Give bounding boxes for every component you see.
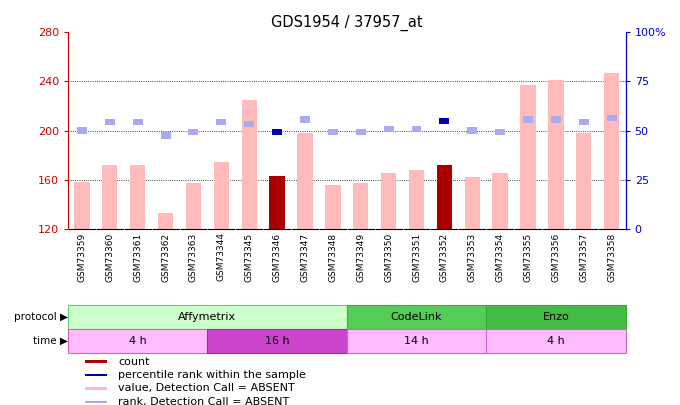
Text: GSM73350: GSM73350 xyxy=(384,232,393,282)
Text: percentile rank within the sample: percentile rank within the sample xyxy=(118,370,306,380)
Bar xyxy=(214,162,229,229)
Text: GSM73347: GSM73347 xyxy=(301,232,309,281)
Bar xyxy=(486,329,626,353)
Text: GSM73356: GSM73356 xyxy=(551,232,560,282)
Bar xyxy=(300,116,310,123)
Text: GSM73348: GSM73348 xyxy=(328,232,337,281)
Bar xyxy=(411,126,422,132)
Bar xyxy=(576,133,592,229)
Text: Affymetrix: Affymetrix xyxy=(178,312,237,322)
Bar xyxy=(105,119,115,125)
Bar xyxy=(216,119,226,125)
Text: count: count xyxy=(118,357,150,367)
Bar xyxy=(356,129,366,135)
Bar xyxy=(464,177,480,229)
Bar xyxy=(133,119,143,125)
Bar xyxy=(520,85,536,229)
Text: GSM73360: GSM73360 xyxy=(105,232,114,282)
Text: Enzo: Enzo xyxy=(543,312,569,322)
Bar xyxy=(384,126,394,132)
Bar xyxy=(381,173,396,229)
Bar xyxy=(85,387,107,390)
Text: GSM73361: GSM73361 xyxy=(133,232,142,282)
Text: 14 h: 14 h xyxy=(404,336,429,346)
Bar xyxy=(269,176,285,229)
Text: 4 h: 4 h xyxy=(129,336,147,346)
Text: GSM73357: GSM73357 xyxy=(579,232,588,282)
Bar xyxy=(77,128,87,134)
Bar xyxy=(492,173,508,229)
Bar xyxy=(160,132,171,139)
Bar xyxy=(551,116,561,123)
Text: GSM73354: GSM73354 xyxy=(496,232,505,281)
Bar xyxy=(523,116,533,123)
Bar xyxy=(467,128,477,134)
Bar xyxy=(85,360,107,363)
Bar xyxy=(102,165,118,229)
Bar xyxy=(325,185,341,229)
Bar xyxy=(68,329,207,353)
Bar xyxy=(347,329,486,353)
Text: GSM73358: GSM73358 xyxy=(607,232,616,282)
Text: CodeLink: CodeLink xyxy=(391,312,442,322)
Text: 16 h: 16 h xyxy=(265,336,290,346)
Text: protocol ▶: protocol ▶ xyxy=(14,312,68,322)
Bar xyxy=(244,122,254,128)
Bar xyxy=(439,118,449,124)
Text: 4 h: 4 h xyxy=(547,336,565,346)
Text: GSM73363: GSM73363 xyxy=(189,232,198,282)
Bar xyxy=(186,183,201,229)
Title: GDS1954 / 37957_at: GDS1954 / 37957_at xyxy=(271,15,422,31)
Bar xyxy=(188,129,199,135)
Text: GSM73362: GSM73362 xyxy=(161,232,170,281)
Bar xyxy=(207,329,347,353)
Bar xyxy=(272,129,282,135)
Text: GSM73345: GSM73345 xyxy=(245,232,254,281)
Bar xyxy=(297,133,313,229)
Bar xyxy=(486,305,626,329)
Bar xyxy=(68,305,347,329)
Text: GSM73352: GSM73352 xyxy=(440,232,449,281)
Text: value, Detection Call = ABSENT: value, Detection Call = ABSENT xyxy=(118,384,295,394)
Bar xyxy=(604,73,619,229)
Text: GSM73351: GSM73351 xyxy=(412,232,421,282)
Bar xyxy=(158,213,173,229)
Text: GSM73349: GSM73349 xyxy=(356,232,365,281)
Text: time ▶: time ▶ xyxy=(33,336,68,346)
Bar xyxy=(548,80,564,229)
Bar xyxy=(495,129,505,135)
Text: rank, Detection Call = ABSENT: rank, Detection Call = ABSENT xyxy=(118,397,290,405)
Bar xyxy=(328,129,338,135)
Text: GSM73359: GSM73359 xyxy=(78,232,86,282)
Bar xyxy=(85,374,107,376)
Bar xyxy=(85,401,107,403)
Bar xyxy=(409,170,424,229)
Text: GSM73346: GSM73346 xyxy=(273,232,282,281)
Text: GSM73353: GSM73353 xyxy=(468,232,477,282)
Bar xyxy=(437,165,452,229)
Bar xyxy=(241,100,257,229)
Text: GSM73344: GSM73344 xyxy=(217,232,226,281)
Text: GSM73355: GSM73355 xyxy=(524,232,532,282)
Bar xyxy=(607,115,617,122)
Bar xyxy=(347,305,486,329)
Bar xyxy=(579,119,589,125)
Bar xyxy=(130,165,146,229)
Bar xyxy=(353,183,369,229)
Bar xyxy=(74,182,90,229)
